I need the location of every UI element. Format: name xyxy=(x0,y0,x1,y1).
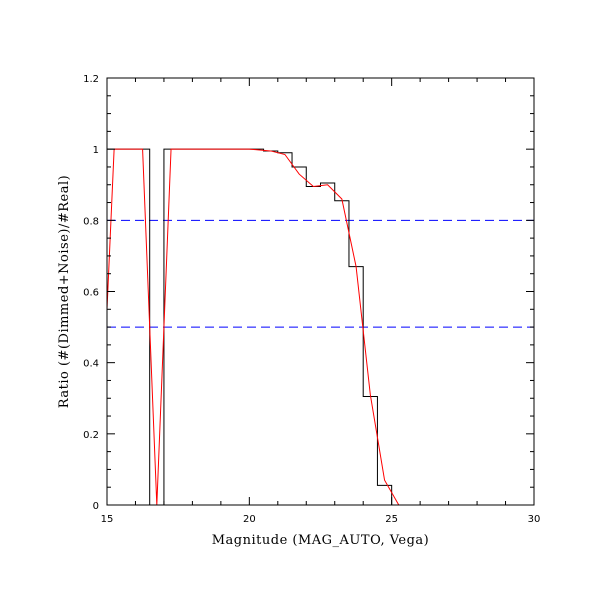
x-tick-label: 20 xyxy=(243,514,256,525)
y-tick-label: 0.2 xyxy=(83,430,99,441)
x-tick-label: 25 xyxy=(385,514,398,525)
y-tick-label: 0.4 xyxy=(83,359,99,370)
y-tick-label: 0.8 xyxy=(83,216,99,227)
y-axis-title: Ratio (#(Dimmed+Noise)/#Real) xyxy=(57,175,72,408)
reference-lines xyxy=(107,219,534,328)
y-tick-label: 0 xyxy=(93,501,99,512)
plot-frame xyxy=(106,77,535,506)
x-tick-label: 30 xyxy=(528,514,541,525)
axis-ticks xyxy=(106,77,535,506)
y-tick-label: 0.6 xyxy=(83,288,99,299)
y-tick-label: 1.2 xyxy=(83,74,99,85)
x-axis-title: Magnitude (MAG_AUTO, Vega) xyxy=(212,533,430,548)
y-tick-label: 1 xyxy=(93,145,99,156)
tick-labels: 15 20 25 30 0 0.2 0.4 0.6 0.8 1 1.2 xyxy=(83,74,540,525)
fit-series xyxy=(106,148,534,506)
fit-line xyxy=(106,148,534,506)
x-tick-label: 15 xyxy=(101,514,114,525)
